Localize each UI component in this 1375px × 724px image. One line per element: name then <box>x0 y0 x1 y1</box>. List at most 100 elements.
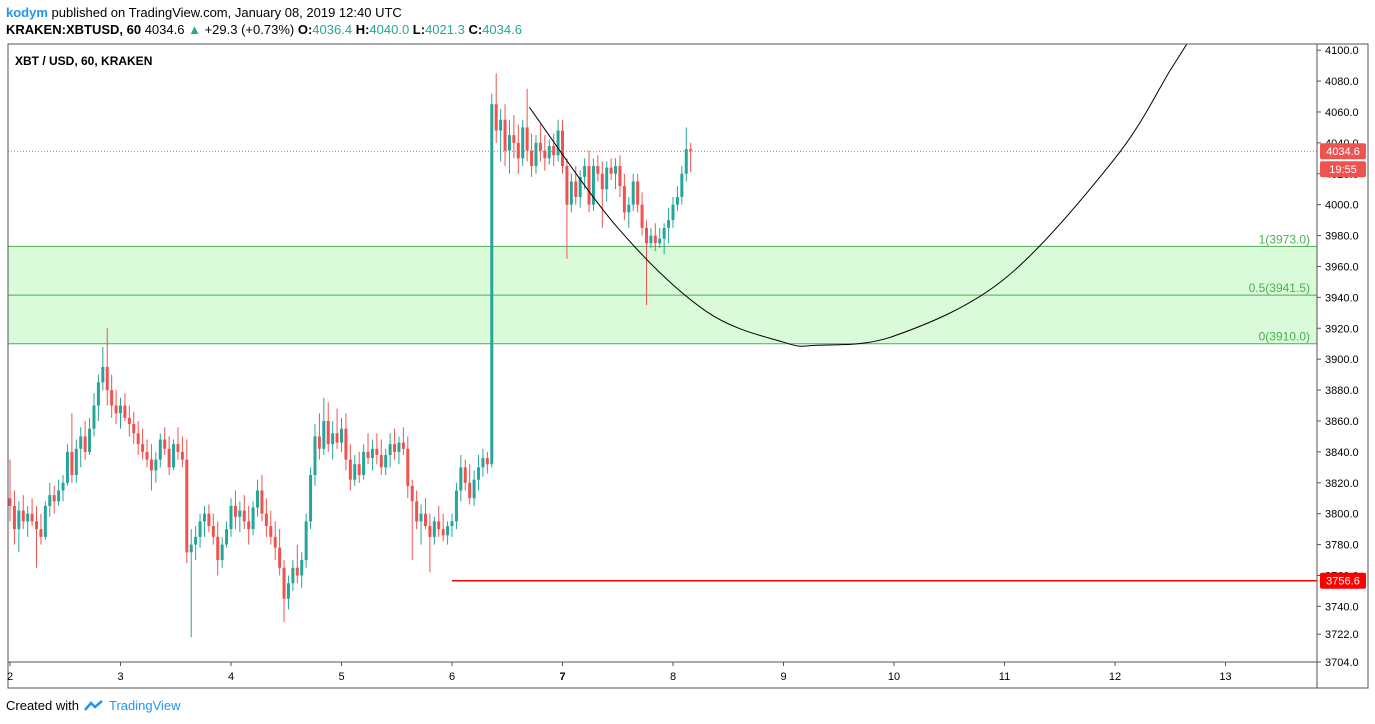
y-tick-label: 4080.0 <box>1325 76 1359 88</box>
candle-body <box>247 521 251 530</box>
candle-body <box>636 181 640 205</box>
candle-body <box>481 458 485 468</box>
y-tick-label: 3704.0 <box>1325 657 1359 669</box>
bar-timer-label: 19:55 <box>1329 164 1357 176</box>
candle-body <box>393 444 397 452</box>
price-change: +29.3 (+0.73%) <box>204 22 295 37</box>
fib-level-label: 1(3973.0) <box>1259 232 1310 246</box>
candle-body <box>578 176 582 197</box>
fib-level-label: 0.5(3941.5) <box>1249 281 1310 295</box>
candle-body <box>278 547 282 568</box>
ohlc-high-key: H: <box>355 22 370 37</box>
y-tick-label: 4100.0 <box>1325 45 1359 57</box>
y-tick-label: 3740.0 <box>1325 601 1359 613</box>
candle-body <box>167 448 171 468</box>
y-tick-label: 3900.0 <box>1325 354 1359 366</box>
price-axis[interactable]: 4100.04080.04060.04040.04020.04000.03980… <box>1317 45 1359 669</box>
ohlc-high-value: 4040.0 <box>369 22 410 37</box>
y-tick-label: 4000.0 <box>1325 200 1359 212</box>
candle-body <box>119 405 122 414</box>
candle-body <box>132 424 136 434</box>
bar-timer-label-bg <box>1320 161 1366 178</box>
candle-body <box>662 227 666 239</box>
candle-body <box>260 490 264 514</box>
candle-body <box>273 536 277 548</box>
candle-body <box>600 173 604 190</box>
ohlc-close-value: 4034.6 <box>482 22 522 37</box>
candle-body <box>229 505 233 530</box>
y-tick-label: 3940.0 <box>1325 292 1359 304</box>
price-labels: 4034.6 19:55 3756.6 <box>1320 143 1366 589</box>
candle-body <box>512 135 516 143</box>
published-text: published on TradingView.com, January 08… <box>51 5 402 20</box>
candle-body <box>52 495 56 502</box>
candle-body <box>39 529 43 537</box>
candle-body <box>503 119 507 151</box>
candle-body <box>158 439 162 460</box>
candle-body <box>295 567 299 576</box>
candle-body <box>494 104 498 131</box>
candle-body <box>194 536 198 545</box>
candle-body <box>326 420 330 445</box>
candle-body <box>185 459 189 553</box>
candle-body <box>92 405 96 429</box>
candle-body <box>114 405 118 414</box>
candle-body <box>256 490 260 508</box>
candle-body <box>675 196 679 205</box>
candle-body <box>211 526 215 537</box>
candle-body <box>667 220 671 228</box>
candle-body <box>618 166 622 187</box>
candle-body <box>17 510 21 530</box>
candle-body <box>609 167 613 174</box>
candle-body <box>379 454 383 468</box>
candle-body <box>335 433 339 443</box>
candle-body <box>220 544 224 561</box>
candle-body <box>304 521 308 561</box>
candle-body <box>658 238 662 244</box>
x-tick-label: 8 <box>670 671 676 683</box>
tradingview-brand[interactable]: TradingView <box>108 698 181 713</box>
plot-frame <box>7 43 1318 663</box>
candle-body <box>530 150 534 167</box>
candle-body <box>477 467 481 480</box>
candle-body <box>74 448 78 476</box>
candle-body <box>300 560 304 576</box>
last-price-label: 4034.6 <box>1326 146 1360 158</box>
candle-body <box>141 444 145 452</box>
candle-body <box>653 235 657 244</box>
footer: Created with TradingView <box>6 698 181 713</box>
candle-body <box>176 444 180 452</box>
candle-body <box>543 150 547 159</box>
candle-body <box>671 204 675 221</box>
candle-body <box>423 513 427 527</box>
candle-body <box>180 451 184 460</box>
candle-body <box>154 459 158 471</box>
up-arrow-icon: ▲ <box>188 22 201 37</box>
time-axis[interactable]: 2 3 4 5 6 7 8 9 10 11 12 13 <box>7 662 1232 683</box>
ohlc-low-value: 4021.3 <box>425 22 465 37</box>
candle-body <box>198 521 202 537</box>
x-tick-label: 12 <box>1109 671 1121 683</box>
drawings <box>8 43 1317 582</box>
candle-body <box>605 167 609 190</box>
chart-legend-title: XBT / USD, 60, KRAKEN <box>15 54 152 68</box>
candle-body <box>450 521 454 527</box>
price-axis-frame <box>1316 43 1369 689</box>
x-tick-label: 10 <box>888 671 900 683</box>
y-tick-label: 3800.0 <box>1325 509 1359 521</box>
support-price-label-bg <box>1320 572 1366 589</box>
candle-body <box>538 142 542 151</box>
candle-body <box>689 149 693 151</box>
candle-body <box>123 405 127 418</box>
candles <box>8 73 693 638</box>
candle-body <box>225 529 229 545</box>
candle-body <box>242 510 246 522</box>
candle-body <box>105 366 109 391</box>
candle-body <box>264 513 268 527</box>
candle-body <box>640 204 644 228</box>
candle-body <box>649 235 653 244</box>
author-link[interactable]: kodym <box>6 5 48 20</box>
candle-body <box>269 526 273 537</box>
candle-body <box>30 513 34 522</box>
